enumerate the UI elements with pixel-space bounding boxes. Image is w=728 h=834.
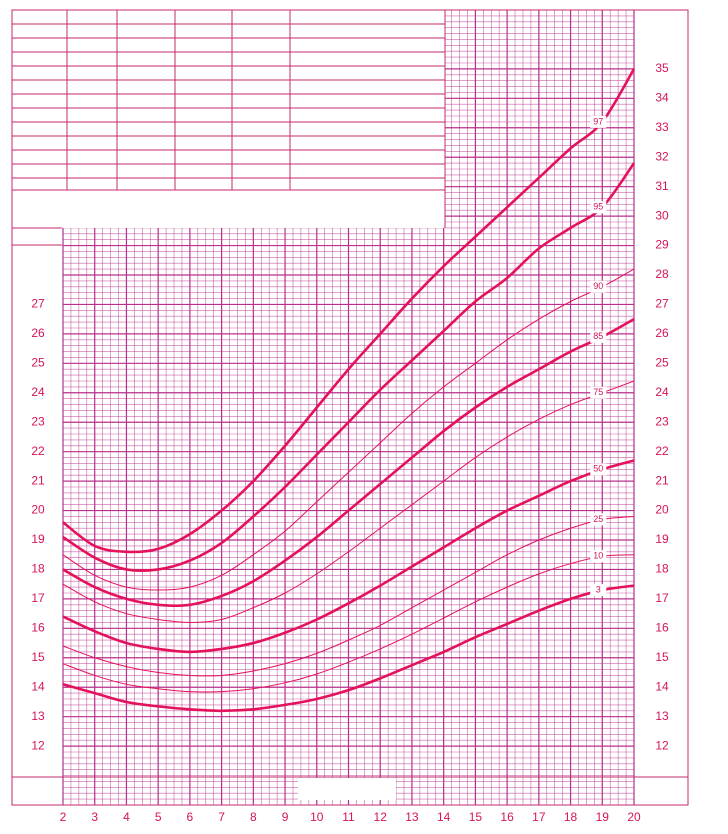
- x-tick-label: 2: [60, 810, 67, 824]
- x-tick-label: 5: [155, 810, 162, 824]
- curve-label: 85: [593, 331, 603, 341]
- y-tick-label-left: 23: [31, 414, 45, 428]
- curve-label: 75: [593, 387, 603, 397]
- y-tick-label-right: 15: [655, 650, 669, 664]
- y-tick-label-left: 15: [31, 650, 45, 664]
- x-tick-label: 17: [532, 810, 546, 824]
- x-tick-label: 10: [310, 810, 324, 824]
- curve-label-bg: [590, 330, 607, 343]
- y-tick-label-right: 28: [655, 267, 669, 281]
- frame: [11, 9, 689, 806]
- x-tick-label: 8: [250, 810, 257, 824]
- y-tick-label-left: 24: [31, 385, 45, 399]
- curve-label-bg: [590, 584, 607, 597]
- y-tick-label-left: 16: [31, 621, 45, 635]
- x-tick-label: 6: [187, 810, 194, 824]
- y-tick-label-left: 25: [31, 356, 45, 370]
- curve-label-bg: [590, 201, 607, 214]
- y-tick-label-right: 16: [655, 621, 669, 635]
- y-tick-label-right: 14: [655, 679, 669, 693]
- x-tick-label: 7: [218, 810, 225, 824]
- y-tick-label-right: 19: [655, 532, 669, 546]
- y-tick-label-right: 34: [655, 91, 669, 105]
- y-tick-label-right: 33: [655, 120, 669, 134]
- y-tick-label-left: 14: [31, 679, 45, 693]
- y-tick-label-right: 20: [655, 503, 669, 517]
- curve-label-bg: [590, 513, 607, 526]
- y-tick-label-right: 25: [655, 356, 669, 370]
- header-area: [12, 10, 445, 228]
- y-tick-label-left: 22: [31, 444, 45, 458]
- curve-label: 50: [593, 464, 603, 474]
- x-tick-label: 14: [437, 810, 451, 824]
- y-tick-label-left: 13: [31, 709, 45, 723]
- y-tick-label-left: 17: [31, 591, 45, 605]
- curve-label: 25: [593, 514, 603, 524]
- y-tick-label-right: 32: [655, 149, 669, 163]
- y-tick-label-right: 30: [655, 208, 669, 222]
- x-tick-label: 12: [374, 810, 388, 824]
- x-tick-label: 4: [123, 810, 130, 824]
- x-tick-label: 11: [342, 810, 355, 824]
- y-tick-label-right: 31: [655, 179, 669, 193]
- curve-label-bg: [590, 280, 607, 293]
- curve-label-bg: [590, 463, 607, 476]
- y-tick-label-right: 29: [655, 238, 669, 252]
- x-tick-label: 15: [469, 810, 483, 824]
- footer-box: [298, 778, 396, 800]
- curve-label: 3: [596, 584, 601, 594]
- curve-label: 97: [593, 116, 603, 126]
- y-tick-label-right: 12: [655, 738, 669, 752]
- y-tick-label-left: 21: [31, 473, 45, 487]
- curve-label-bg: [590, 386, 607, 399]
- percentile-curve: [62, 584, 635, 713]
- y-tick-label-right: 24: [655, 385, 669, 399]
- y-tick-label-left: 19: [31, 532, 45, 546]
- curve-label: 95: [593, 202, 603, 212]
- percentile-curve: [62, 380, 635, 623]
- y-tick-label-left: 27: [31, 297, 45, 311]
- y-tick-label-right: 22: [655, 444, 669, 458]
- y-tick-label-right: 17: [655, 591, 669, 605]
- x-tick-label: 9: [282, 810, 289, 824]
- percentile-curve: [62, 268, 635, 591]
- x-tick-label: 20: [627, 810, 641, 824]
- y-tick-label-right: 21: [655, 473, 669, 487]
- curve-label: 10: [593, 551, 603, 561]
- x-tick-label: 3: [91, 810, 98, 824]
- percentile-curve: [62, 162, 636, 573]
- y-tick-label-right: 27: [655, 297, 669, 311]
- y-tick-label-left: 12: [31, 738, 45, 752]
- y-tick-label-left: 20: [31, 503, 45, 517]
- percentile-curve: [62, 318, 635, 607]
- curve-label-bg: [590, 115, 607, 128]
- header-box: [11, 9, 689, 806]
- percentile-curve: [62, 459, 635, 654]
- curve-label: 90: [593, 281, 603, 291]
- y-tick-label-left: 26: [31, 326, 45, 340]
- curve-label-bg: [590, 550, 607, 563]
- x-tick-label: 13: [405, 810, 419, 824]
- percentile-curve: [62, 68, 636, 554]
- y-tick-label-right: 13: [655, 709, 669, 723]
- y-tick-label-right: 35: [655, 61, 669, 75]
- x-tick-label: 16: [500, 810, 514, 824]
- percentile-curve: [62, 554, 635, 693]
- y-tick-label-right: 18: [655, 562, 669, 576]
- y-tick-label-right: 23: [655, 414, 669, 428]
- y-tick-label-left: 18: [31, 562, 45, 576]
- x-tick-label: 18: [564, 810, 578, 824]
- y-tick-label-right: 26: [655, 326, 669, 340]
- percentile-curve: [62, 515, 635, 677]
- x-tick-label: 19: [596, 810, 610, 824]
